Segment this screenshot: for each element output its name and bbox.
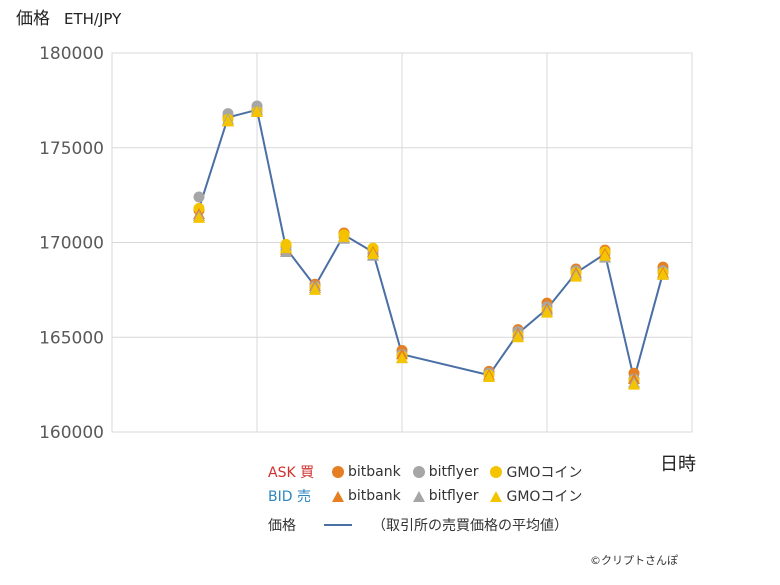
legend-ask-bitbank: bitbank bbox=[332, 464, 401, 480]
title-price-label: 価格 bbox=[16, 9, 50, 29]
legend-bid-gmo-label: GMOコイン bbox=[506, 489, 583, 505]
chart-title: 価格 ETH/JPY bbox=[16, 4, 121, 29]
triangle-marker-icon bbox=[332, 490, 344, 502]
circle-marker-icon bbox=[490, 466, 503, 478]
legend-bid-gmo: GMOコイン bbox=[490, 486, 582, 506]
bid-point-gmo bbox=[309, 283, 321, 295]
legend-bid-label: BID bbox=[268, 489, 293, 505]
legend-row-bid: BID 売 bitbank bitflyer GMOコイン bbox=[268, 484, 594, 508]
circle-marker-icon bbox=[332, 466, 344, 478]
y-tick-label: 165000 bbox=[39, 328, 104, 348]
legend-bid-bitflyer: bitflyer bbox=[412, 488, 479, 504]
average-price-line bbox=[198, 108, 664, 380]
legend-bid-tag: BID 売 bbox=[268, 486, 332, 506]
legend-ask-bitbank-label: bitbank bbox=[348, 464, 401, 480]
legend-ask-tag: ASK 買 bbox=[268, 462, 332, 482]
legend-bid-bitflyer-label: bitflyer bbox=[428, 488, 479, 504]
bid-point-gmo bbox=[657, 268, 669, 280]
legend-ask-label: ASK bbox=[268, 465, 296, 481]
bid-point-gmo bbox=[367, 247, 379, 259]
title-pair: ETH/JPY bbox=[64, 10, 122, 28]
legend-ask-gmo: GMOコイン bbox=[490, 462, 582, 482]
legend-bid-bitbank: bitbank bbox=[332, 488, 401, 504]
bid-point-gmo bbox=[280, 242, 292, 254]
y-tick-label: 160000 bbox=[39, 423, 104, 443]
bid-point-gmo bbox=[338, 230, 350, 242]
legend-ask-bitflyer: bitflyer bbox=[412, 464, 479, 480]
legend-ask-kanji: 買 bbox=[300, 465, 315, 481]
circle-marker-icon bbox=[412, 466, 425, 478]
legend-ask-bitflyer-label: bitflyer bbox=[428, 464, 479, 480]
bid-point-gmo bbox=[396, 352, 408, 364]
y-tick-label: 170000 bbox=[39, 234, 104, 254]
y-tick-label: 180000 bbox=[39, 44, 104, 64]
y-tick-label: 175000 bbox=[39, 139, 104, 159]
legend-average: 価格 （取引所の売買価格の平均値） bbox=[268, 515, 568, 535]
bid-point-gmo bbox=[251, 105, 263, 117]
bid-point-gmo bbox=[512, 331, 524, 343]
bid-point-gmo bbox=[483, 371, 495, 383]
bid-point-gmo bbox=[222, 115, 234, 127]
bid-point-gmo bbox=[599, 249, 611, 261]
legend-average-desc: （取引所の売買価格の平均値） bbox=[372, 518, 568, 534]
bid-point-gmo bbox=[541, 306, 553, 318]
ask-point-bitflyer bbox=[193, 191, 205, 203]
bid-point-gmo bbox=[570, 270, 582, 282]
legend-ask-gmo-label: GMOコイン bbox=[506, 465, 583, 481]
triangle-marker-icon bbox=[412, 490, 425, 502]
legend: ASK 買 bitbank bitflyer GMOコイン BID 売 bitb… bbox=[268, 460, 594, 508]
legend-bid-kanji: 売 bbox=[296, 489, 311, 505]
triangle-marker-icon bbox=[490, 490, 503, 502]
legend-bid-bitbank-label: bitbank bbox=[348, 488, 401, 504]
average-line-icon bbox=[324, 524, 352, 526]
bid-point-gmo bbox=[193, 211, 205, 223]
x-axis-unit-label: 日時 bbox=[660, 454, 696, 475]
legend-row-ask: ASK 買 bitbank bitflyer GMOコイン bbox=[268, 460, 594, 484]
legend-average-label: 価格 bbox=[268, 518, 296, 534]
copyright-text: ©クリプトさんぽ bbox=[590, 554, 678, 567]
bid-point-gmo bbox=[628, 378, 640, 390]
